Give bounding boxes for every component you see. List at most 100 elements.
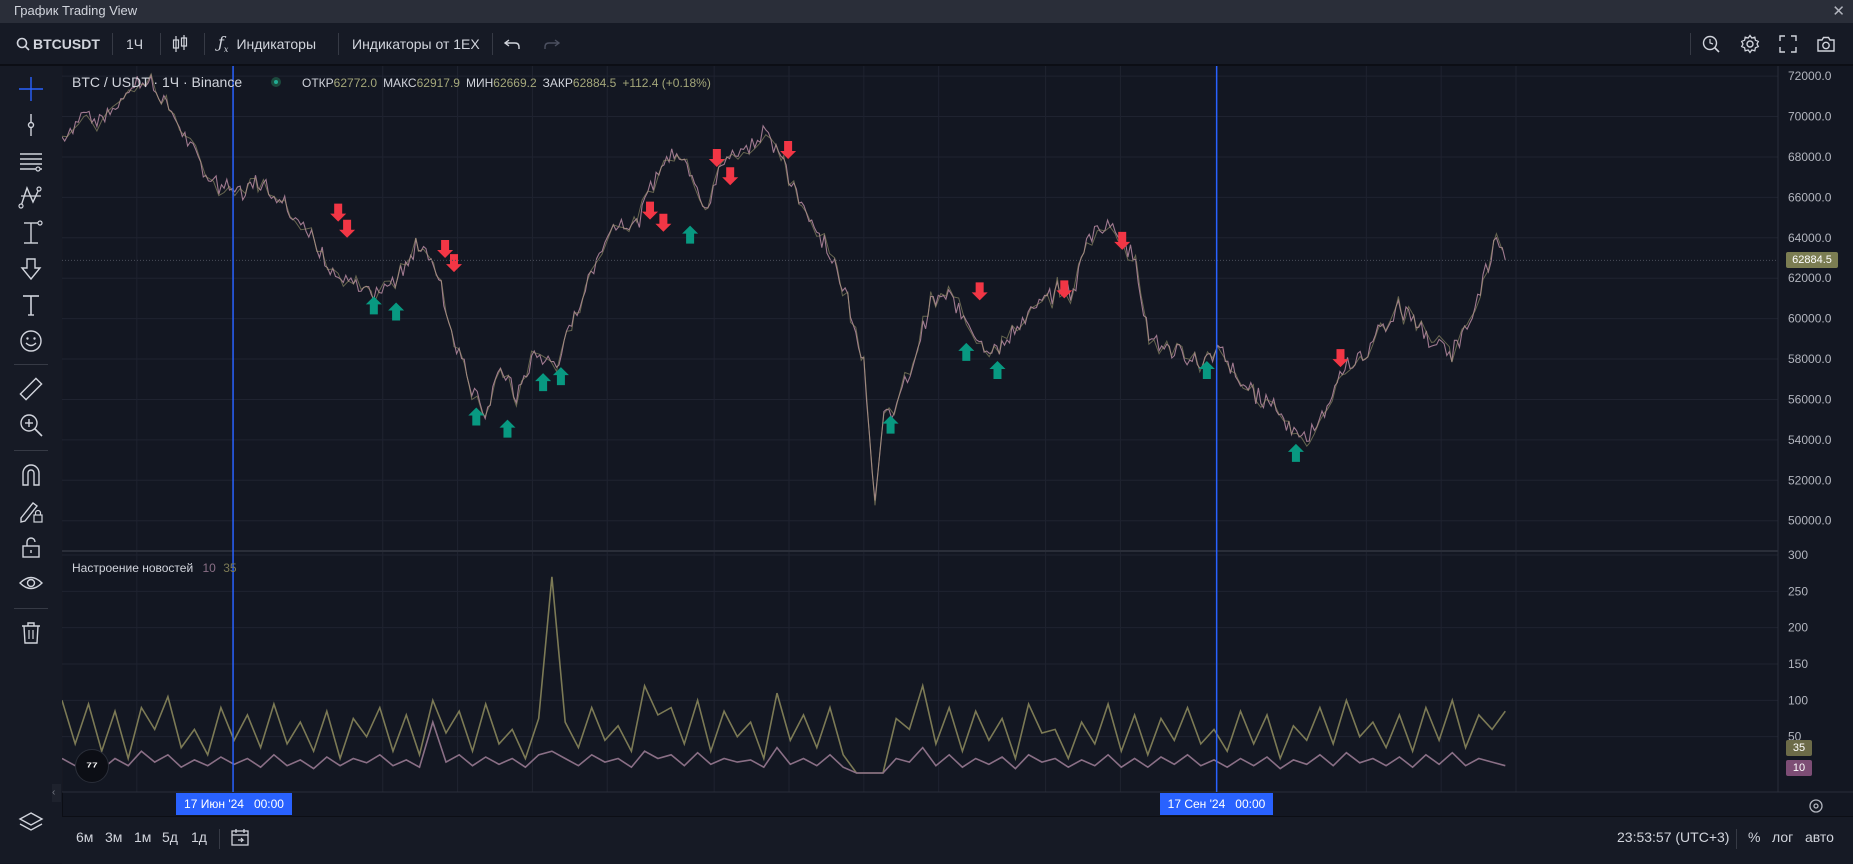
sell-arrow-1 <box>339 219 356 238</box>
chart-type-button[interactable] <box>172 23 188 64</box>
ind-tick-4: 100 <box>1788 693 1808 707</box>
trend-line-icon <box>27 114 35 136</box>
sell-arrow-10 <box>1056 280 1073 299</box>
indicator-name: Настроение новостей <box>72 561 194 575</box>
horizontal-lines-icon <box>20 153 42 172</box>
legend-title: BTC / USDT · 1Ч · Binance <box>72 74 243 90</box>
symbol-search-button[interactable]: BTCUSDT <box>16 23 100 64</box>
ruler-tool[interactable] <box>14 374 48 404</box>
fib-tool[interactable] <box>14 146 48 176</box>
buy-arrow-4 <box>535 373 552 392</box>
lock-tool[interactable] <box>14 532 48 562</box>
buy-arrow-9 <box>989 361 1006 380</box>
price-line-overlay <box>62 72 1503 506</box>
tradingview-logo[interactable]: ⁷⁷ <box>75 749 109 783</box>
undo-button[interactable] <box>504 23 522 64</box>
buy-arrow-5 <box>552 367 569 386</box>
range-1m-button[interactable]: 1м <box>134 829 152 845</box>
hide-tool[interactable] <box>14 568 48 598</box>
sell-arrow-12 <box>1332 349 1349 368</box>
close-icon[interactable]: ✕ <box>1832 3 1845 20</box>
magnet-tool[interactable] <box>14 460 48 490</box>
price-chart[interactable]: 72000.0 70000.0 68000.0 66000.0 64000.0 62000… <box>62 66 1853 796</box>
camera-icon <box>1817 36 1835 52</box>
fullscreen-button[interactable] <box>1779 23 1797 64</box>
indicator-tag-10: 10 <box>1786 759 1812 776</box>
smile-icon <box>20 330 42 352</box>
text-icon <box>23 295 39 316</box>
candles-icon <box>172 34 188 52</box>
buy-arrow-11 <box>1287 443 1304 462</box>
ohlc-key-1: МАКС <box>383 76 417 90</box>
range-3m-button[interactable]: 3м <box>105 829 123 845</box>
emoji-tool[interactable] <box>14 326 48 356</box>
screenshot-button[interactable] <box>1816 23 1836 64</box>
object-tree-tool[interactable] <box>14 808 48 838</box>
measure-tool[interactable] <box>14 218 48 248</box>
pattern-tool[interactable] <box>14 182 48 212</box>
indicators-1ex-label: Индикаторы от 1EX <box>352 35 480 52</box>
log-toggle[interactable]: лог <box>1772 829 1794 845</box>
price-tick-5: 62000.0 <box>1788 271 1832 285</box>
crosshair-tool[interactable] <box>14 74 48 104</box>
replay-button[interactable] <box>1701 23 1721 64</box>
auto-toggle[interactable]: авто <box>1805 829 1834 845</box>
pencil-lock-icon <box>20 502 43 523</box>
range-6m-button[interactable]: 6м <box>76 829 94 845</box>
clock-timezone[interactable]: 23:53:57 (UTC+3) <box>1617 829 1730 845</box>
collapse-arrow-icon[interactable]: ‹ <box>52 784 61 802</box>
crosshair-icon <box>19 77 43 101</box>
buy-arrow-7 <box>882 415 899 434</box>
delete-tool[interactable] <box>14 618 48 648</box>
price-tick-11: 50000.0 <box>1788 514 1832 528</box>
arrow-tool[interactable] <box>14 254 48 284</box>
tv-logo-icon: ⁷⁷ <box>86 758 98 774</box>
function-icon: ƒx <box>218 32 229 55</box>
gear-icon <box>1740 33 1760 54</box>
sell-arrow-3 <box>446 254 463 273</box>
ruler-icon <box>19 377 43 401</box>
interval-button[interactable]: 1Ч <box>126 23 143 64</box>
last-price-tag: 62884.5 <box>1786 252 1838 269</box>
text-tool[interactable] <box>14 290 48 320</box>
sell-arrow-11 <box>1114 231 1131 250</box>
indicators-button[interactable]: ƒx Индикаторы <box>218 23 316 64</box>
ohlc-values: ОТКР62772.0 МАКС62917.9 МИН62669.2 ЗАКР6288… <box>302 76 717 90</box>
price-tick-0: 72000.0 <box>1788 69 1832 83</box>
bottom-toolbar: 6м 3м 1м 5д 1д 23:53:57 (UTC+3) % лог ав… <box>62 816 1853 864</box>
lock-drawings-tool[interactable] <box>14 496 48 526</box>
price-tick-10: 52000.0 <box>1788 473 1832 487</box>
percent-toggle[interactable]: % <box>1748 829 1761 845</box>
redo-button[interactable] <box>542 23 560 64</box>
sell-arrow-4 <box>642 201 659 220</box>
goto-date-button[interactable] <box>230 827 250 850</box>
search-icon <box>16 37 30 51</box>
buy-arrow-3 <box>499 419 516 438</box>
undo-icon <box>504 38 520 49</box>
indicator-legend[interactable]: Настроение новостей 10 35 <box>72 561 237 575</box>
indicators-1ex-button[interactable]: Индикаторы от 1EX <box>352 23 480 64</box>
magnet-icon <box>22 464 40 486</box>
ind-tick-2: 200 <box>1788 621 1808 635</box>
symbol-legend[interactable]: BTC / USDT · 1Ч · Binance <box>72 74 242 90</box>
price-tick-7: 58000.0 <box>1788 352 1832 366</box>
zoom-tool[interactable] <box>14 410 48 440</box>
ohlc-value-2: 62669.2 <box>493 76 537 90</box>
sell-arrow-9 <box>971 282 988 301</box>
crosshair-date-tag-1: 17 Июн '24 00:00 <box>176 793 292 815</box>
range-1d-button[interactable]: 1д <box>191 829 207 845</box>
settings-button[interactable] <box>1740 23 1760 64</box>
price-axis: 72000.0 70000.0 68000.0 66000.0 64000.0 62000… <box>1788 69 1832 528</box>
layers-icon <box>18 812 44 831</box>
indicator-tag-35: 35 <box>1786 739 1812 756</box>
price-tick-8: 56000.0 <box>1788 392 1832 406</box>
ind-tick-1: 250 <box>1788 584 1808 598</box>
crosshair-date-tag-2: 17 Сен '24 00:00 <box>1159 793 1274 815</box>
ohlc-value-3: 62884.5 <box>572 76 617 90</box>
price-tick-2: 68000.0 <box>1788 150 1832 164</box>
axis-settings-icon[interactable] <box>1808 798 1824 814</box>
trend-line-tool[interactable] <box>14 110 48 140</box>
sentiment-line-35 <box>62 576 1506 774</box>
sell-arrow-7 <box>722 167 739 186</box>
range-5d-button[interactable]: 5д <box>162 829 178 845</box>
